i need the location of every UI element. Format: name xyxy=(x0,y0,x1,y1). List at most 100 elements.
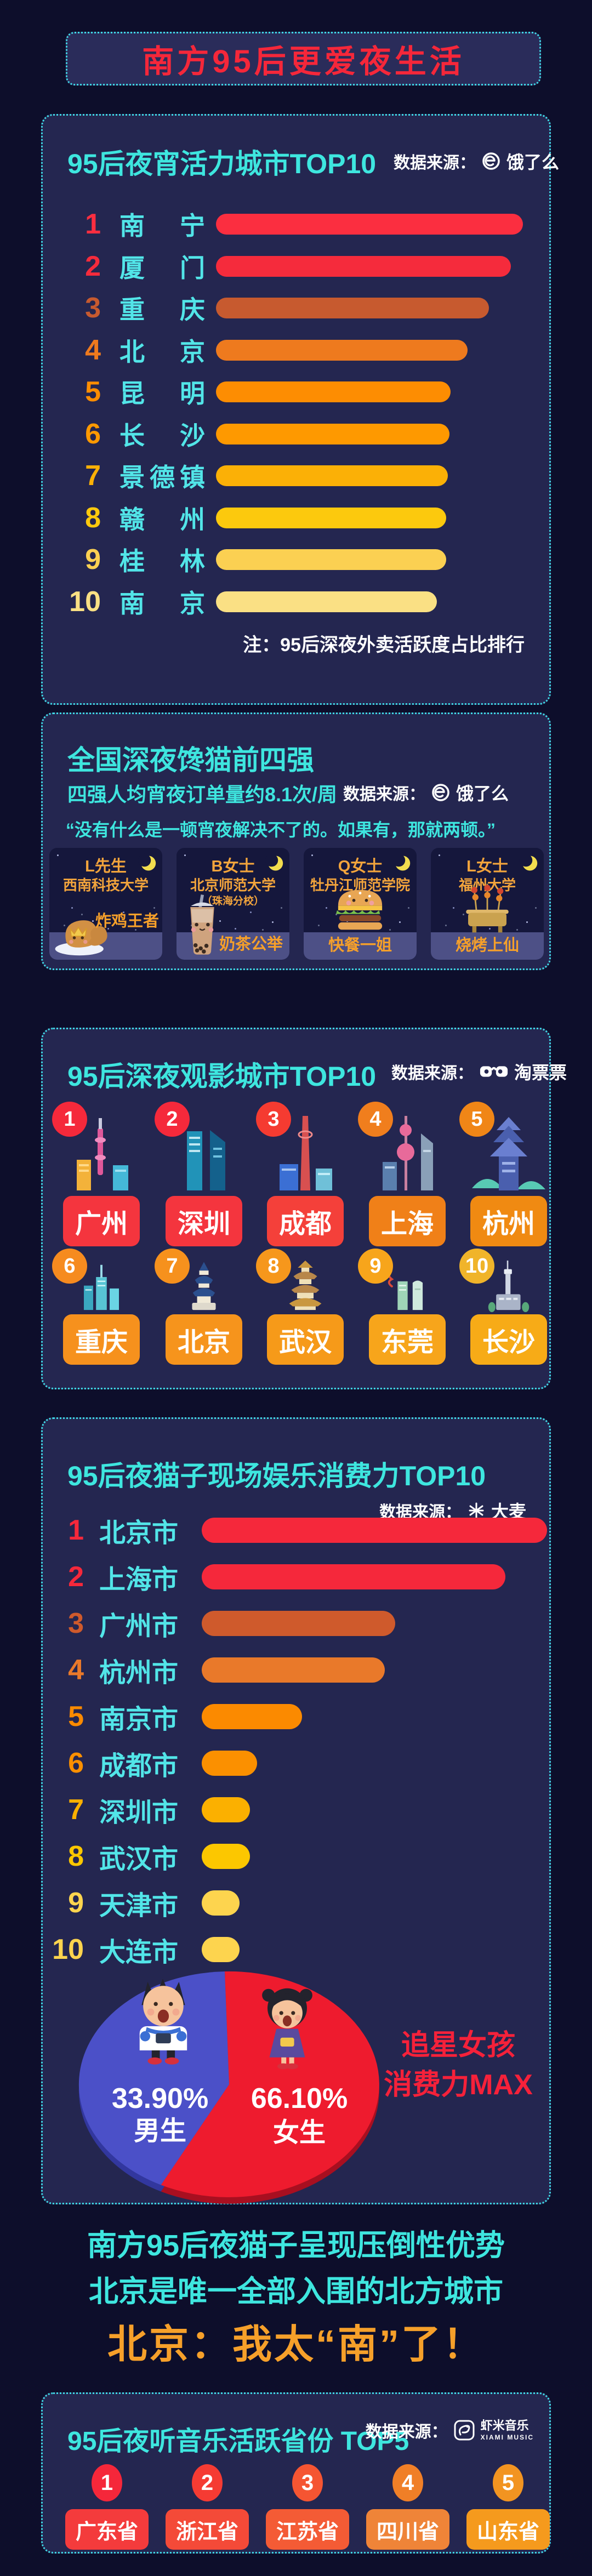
data-source-name: 饿了么 xyxy=(456,784,509,803)
gender-pie-chart: 33.90% 男生 66.10% 女生 追星女孩 消费力MAX xyxy=(78,1971,533,2204)
conclusion-line-1: 南方95后夜猫子呈现压倒性优势 xyxy=(87,2229,505,2262)
rank-circle: 4 xyxy=(392,2464,423,2501)
rank-circle: 3 xyxy=(256,1102,291,1137)
city-name-plate: 重庆 xyxy=(63,1314,140,1365)
girl-character-icon xyxy=(262,1988,312,2070)
moon-icon xyxy=(519,853,538,876)
stars-decoration xyxy=(57,854,59,856)
person-name: Q女士 xyxy=(338,858,383,875)
eleme-icon xyxy=(432,784,449,801)
live-rank-row: 8 武汉市 xyxy=(43,1833,549,1879)
chongqing-skyline-icon xyxy=(75,1258,128,1312)
food-title: 奶茶公举 xyxy=(219,936,283,953)
section-title: 95后夜猫子现场娱乐消费力TOP10 xyxy=(67,1461,486,1491)
moon-icon xyxy=(264,853,284,876)
data-source-label: 数据来源： xyxy=(365,2423,448,2441)
data-source-label: 数据来源： xyxy=(394,154,476,172)
city-name: 大连市 xyxy=(99,1937,179,1967)
moon-icon xyxy=(137,853,157,876)
section-title: 95后深夜观影城市TOP10 xyxy=(67,1061,377,1092)
female-percent: 66.10% xyxy=(251,2083,348,2115)
province-name-plate: 四川省 xyxy=(366,2509,449,2550)
rank-circle: 9 xyxy=(358,1249,393,1284)
bar xyxy=(202,1657,385,1683)
bar xyxy=(202,1703,302,1729)
section-title: 95后夜听音乐活跃省份 TOP5 xyxy=(67,2427,409,2456)
food-title: 烧烤上仙 xyxy=(455,937,519,954)
data-source: 数据来源： 饿了么 xyxy=(343,780,509,805)
city-name: 北京 xyxy=(119,337,205,366)
city-name: 重庆 xyxy=(119,295,205,324)
city-name-plate: 北京 xyxy=(166,1314,242,1365)
supper-cities-section: 95后夜宵活力城市TOP10 数据来源： 饿了么 1 南宁 2 厦门 3 重庆 4 北京 5 昆明… xyxy=(41,114,559,705)
male-label: 男生 xyxy=(134,2117,186,2146)
movie-city-item: 5 杭州 xyxy=(458,1102,559,1246)
bar xyxy=(216,549,446,570)
school-note: （珠海分校） xyxy=(201,896,264,907)
female-label: 女生 xyxy=(273,2118,326,2147)
city-name-plate: 长沙 xyxy=(470,1314,547,1365)
rank-circle: 1 xyxy=(92,2464,122,2501)
live-rank-row: 5 南京市 xyxy=(43,1693,549,1740)
city-name: 赣州 xyxy=(119,505,205,534)
section-title: 95后夜宵活力城市TOP10 xyxy=(67,149,377,179)
rank-number: 8 xyxy=(68,1840,84,1872)
movie-city-item: 4 上海 xyxy=(357,1102,458,1246)
music-provinces-section: 95后夜听音乐活跃省份 TOP5 数据来源： 虾米音乐 XIAMI MUSIC … xyxy=(41,2392,551,2554)
food-title: 快餐一姐 xyxy=(328,937,392,954)
conclusion-line-2: 北京是唯一全部入围的北方城市 xyxy=(89,2275,503,2308)
live-rank-row: 1 北京市 xyxy=(43,1507,549,1553)
boy-character-icon xyxy=(139,1979,187,2065)
moon-icon xyxy=(265,853,283,871)
bar xyxy=(216,339,468,361)
glutton-card: L女士福州大学烧烤上仙 xyxy=(431,848,544,960)
section-subtitle: 四强人均宵夜订单量约8.1次/周 xyxy=(67,783,338,806)
hangzhou-skyline-icon xyxy=(468,1112,550,1194)
province-name-plate: 浙江省 xyxy=(166,2509,249,2550)
movie-city-item: 3 成都 xyxy=(255,1102,356,1246)
live-spending-section: 95后夜猫子现场娱乐消费力TOP10 数据来源： 大麦 1 北京市 2 上海市 3 广州市… xyxy=(41,1417,551,2204)
quote-text: “没有什么是一顿宵夜解决不了的。如果有，那就两顿。” xyxy=(66,820,496,840)
rank-circle: 1 xyxy=(52,1102,87,1137)
city-name-plate: 杭州 xyxy=(470,1196,547,1246)
rank-circle: 6 xyxy=(52,1249,87,1284)
fried-chicken-icon xyxy=(55,920,107,956)
province-name-plate: 山东省 xyxy=(466,2509,550,2550)
city-name-plate: 广州 xyxy=(63,1196,140,1246)
burger-icon xyxy=(336,890,383,930)
bar xyxy=(202,1610,395,1636)
live-rank-row: 10 大连市 xyxy=(43,1926,549,1973)
stars-decoration xyxy=(439,854,440,856)
taopiaopiao-icon xyxy=(480,1066,508,1077)
province-pin: 5 山东省 xyxy=(466,2464,550,2550)
bbq-icon xyxy=(459,881,516,937)
rank-number: 5 xyxy=(68,1700,84,1732)
page-title-banner: 南方95后更爱夜生活 xyxy=(66,32,541,86)
rank-circle: 7 xyxy=(155,1249,190,1284)
moon-icon xyxy=(392,853,411,871)
movie-city-item: 8 武汉 xyxy=(255,1249,356,1365)
supper-rank-row: 8 赣州 xyxy=(43,497,549,539)
rank-number: 10 xyxy=(52,1933,84,1965)
city-name-plate: 上海 xyxy=(369,1196,446,1246)
male-percent: 33.90% xyxy=(112,2083,208,2115)
city-name: 景德镇 xyxy=(119,463,205,492)
chart-note: 注：95后深夜外卖活跃度占比排行 xyxy=(243,635,525,656)
movie-city-item: 2 深圳 xyxy=(153,1102,254,1246)
rank-number: 4 xyxy=(68,1654,84,1686)
bar xyxy=(202,1797,251,1822)
city-name: 南京市 xyxy=(99,1705,179,1734)
city-name-plate: 深圳 xyxy=(166,1196,242,1246)
bar xyxy=(216,255,511,277)
page-title: 南方95后更爱夜生活 xyxy=(142,44,465,79)
city-name: 长沙 xyxy=(119,421,205,450)
province-name-plate: 广东省 xyxy=(65,2509,149,2550)
rank-circle: 2 xyxy=(155,1102,190,1137)
supper-rank-row: 10 南京 xyxy=(43,581,549,623)
city-name: 桂林 xyxy=(119,547,205,575)
rank-number: 4 xyxy=(85,334,101,366)
bar xyxy=(202,1843,251,1869)
supper-rank-row: 4 北京 xyxy=(43,329,549,371)
male-slice xyxy=(78,1971,229,2185)
